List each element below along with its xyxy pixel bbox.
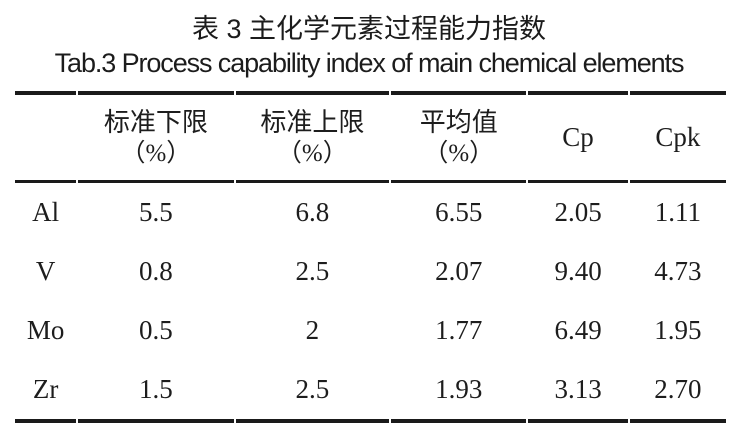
header-upper-limit-unit: （%） xyxy=(276,139,348,167)
cell-cp: 3.13 xyxy=(528,360,628,423)
header-mean-value: 平均值 （%） xyxy=(391,91,527,183)
header-mean-value-label: 平均值 xyxy=(419,107,498,137)
header-element-column xyxy=(15,91,77,183)
cell-lower-limit: 5.5 xyxy=(139,197,173,227)
cell-cp: 9.40 xyxy=(554,256,602,286)
table-row: V 0.8 2.5 2.07 9.40 4.73 xyxy=(15,242,726,301)
cell-mean-value: 6.55 xyxy=(435,197,483,227)
process-capability-table: 标准下限 （%） 标准上限 （%） 平均值 （%） Cp Cpk xyxy=(13,91,728,423)
cell-upper-limit: 6.8 xyxy=(295,197,330,227)
cell-cpk: 1.95 xyxy=(654,315,702,345)
cell-cp: 6.49 xyxy=(554,315,602,345)
cell-lower-limit: 0.8 xyxy=(139,256,173,286)
header-lower-limit: 标准下限 （%） xyxy=(78,91,234,183)
element-symbol: Al xyxy=(32,197,60,227)
cell-cp: 2.05 xyxy=(554,197,602,227)
cell-lower-limit: 1.5 xyxy=(78,360,234,423)
header-lower-limit-label: 标准下限 xyxy=(103,107,208,137)
cell-cpk: 2.70 xyxy=(629,360,726,423)
header-cpk: Cpk xyxy=(629,91,726,183)
cell-mean-value: 1.77 xyxy=(435,315,483,345)
header-mean-value-unit: （%） xyxy=(423,139,495,167)
header-cp: Cp xyxy=(528,91,628,183)
cell-upper-limit: 2.5 xyxy=(295,256,330,286)
cell-cpk: 1.11 xyxy=(654,197,701,227)
header-lower-limit-unit: （%） xyxy=(120,139,192,167)
header-upper-limit-label: 标准上限 xyxy=(260,107,365,137)
table-row: Mo 0.5 2 1.77 6.49 1.95 xyxy=(15,301,726,360)
table-row: Al 5.5 6.8 6.55 2.05 1.11 xyxy=(15,183,726,242)
table-caption-english: Tab.3 Process capability index of main c… xyxy=(54,48,685,78)
table-row: Zr 1.5 2.5 1.93 3.13 2.70 xyxy=(15,360,726,423)
element-symbol: V xyxy=(35,256,56,286)
table-caption-chinese: 表 3 主化学元素过程能力指数 xyxy=(191,14,547,44)
cell-upper-limit: 2.5 xyxy=(235,360,390,423)
element-symbol: Zr xyxy=(15,360,77,423)
cell-mean-value: 2.07 xyxy=(435,256,483,286)
element-symbol: Mo xyxy=(26,315,65,345)
header-upper-limit: 标准上限 （%） xyxy=(235,91,390,183)
header-cpk-label: Cpk xyxy=(655,122,701,152)
cell-mean-value: 1.93 xyxy=(391,360,527,423)
cell-lower-limit: 0.5 xyxy=(139,315,173,345)
cell-cpk: 4.73 xyxy=(654,256,702,286)
table-header-row: 标准下限 （%） 标准上限 （%） 平均值 （%） Cp Cpk xyxy=(15,91,726,183)
header-cp-label: Cp xyxy=(562,122,594,152)
cell-upper-limit: 2 xyxy=(305,315,320,345)
